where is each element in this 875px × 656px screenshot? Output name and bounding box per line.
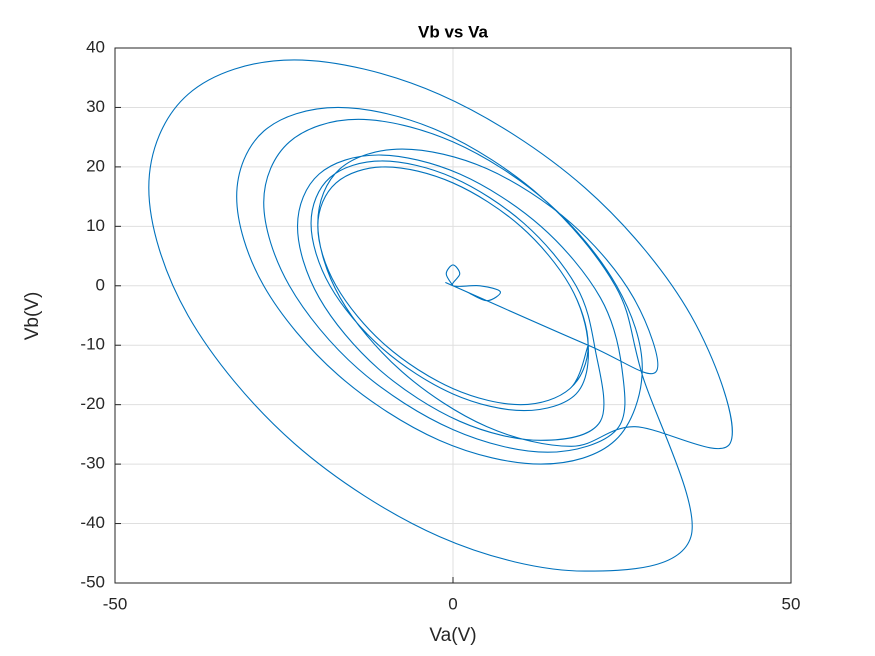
y-tick-label: 10 [86,216,105,235]
data-line [148,59,733,572]
y-tick-label: -30 [80,454,105,473]
x-axis-label: Va(V) [429,625,476,646]
plot-frame [114,47,792,584]
y-tick-label: -40 [80,513,105,532]
y-tick-label: -50 [80,572,105,591]
y-tick-label: -20 [80,394,105,413]
x-tick-label: 0 [448,594,457,613]
y-tick-label: 0 [96,275,105,294]
x-tick-label: 50 [782,594,801,613]
chart-title: Vb vs Va [418,22,488,41]
y-tick-label: -10 [80,335,105,354]
y-axis-label: Vb(V) [22,292,43,341]
y-tick-label: 20 [86,156,105,175]
y-tick-label: 40 [86,37,105,56]
y-tick-label: 30 [86,97,105,116]
x-tick-label: -50 [103,594,128,613]
